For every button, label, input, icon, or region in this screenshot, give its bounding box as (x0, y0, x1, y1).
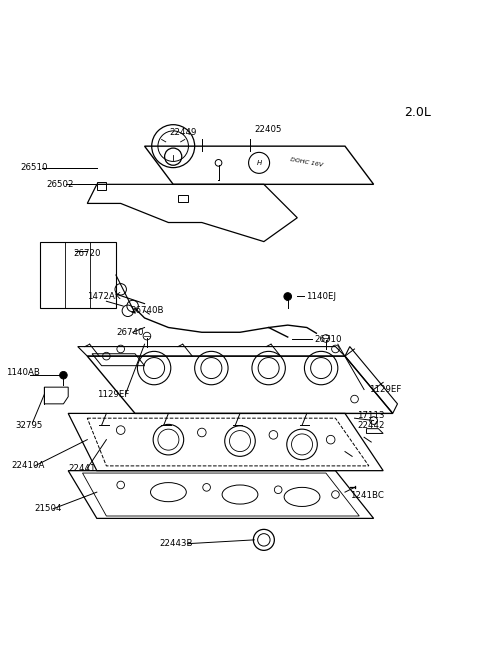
Text: 22405: 22405 (254, 125, 282, 134)
Text: 26510: 26510 (21, 163, 48, 172)
Text: 22449: 22449 (169, 128, 196, 137)
Text: 1140EJ: 1140EJ (306, 292, 336, 301)
Text: 26502: 26502 (47, 180, 74, 189)
Text: 2.0L: 2.0L (404, 105, 431, 119)
Text: 26740: 26740 (116, 328, 144, 337)
Text: 26710: 26710 (314, 335, 341, 344)
Text: 22442: 22442 (357, 421, 384, 430)
Text: 32795: 32795 (16, 421, 43, 430)
Text: 1140AB: 1140AB (6, 368, 40, 377)
Bar (39, 242, 116, 309)
Text: 17113: 17113 (357, 411, 384, 421)
Text: 26740B: 26740B (130, 307, 164, 315)
Text: 26720: 26720 (73, 249, 100, 258)
Circle shape (284, 293, 291, 300)
Text: 22443B: 22443B (159, 539, 192, 548)
Text: 1129EF: 1129EF (97, 390, 129, 399)
Text: 1472AK: 1472AK (87, 292, 121, 301)
Text: H: H (256, 160, 262, 166)
Text: DOHC 16V: DOHC 16V (290, 157, 324, 167)
Text: 1241BC: 1241BC (350, 491, 384, 500)
Text: 21504: 21504 (35, 504, 62, 514)
Text: 22410A: 22410A (11, 461, 44, 470)
Text: 1129EF: 1129EF (369, 385, 401, 394)
Text: 22441: 22441 (68, 464, 96, 473)
Circle shape (60, 371, 67, 379)
